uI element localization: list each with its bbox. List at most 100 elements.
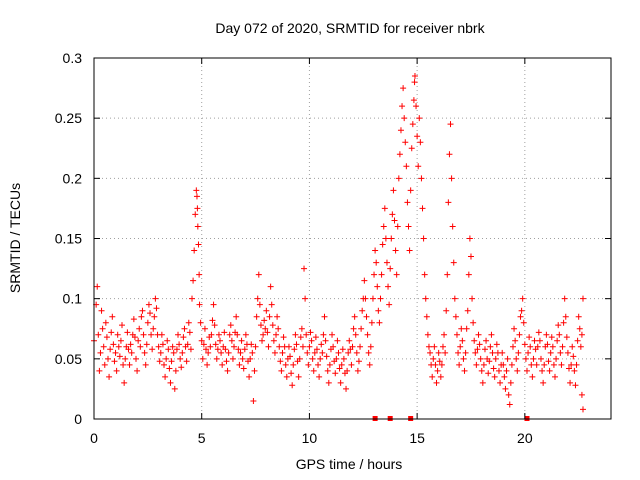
data-point: [519, 295, 526, 302]
data-point: [477, 355, 484, 362]
data-point: [225, 349, 232, 356]
data-point: [388, 235, 395, 242]
data-point: [268, 301, 275, 308]
data-point: [372, 247, 379, 254]
data-point: [404, 199, 411, 206]
data-point: [274, 313, 281, 320]
data-point: [179, 349, 186, 356]
data-point: [374, 283, 381, 290]
data-point: [446, 151, 453, 158]
data-point: [520, 319, 527, 326]
data-point: [479, 379, 486, 386]
data-point: [97, 349, 104, 356]
data-point: [337, 379, 344, 386]
data-point: [516, 331, 523, 338]
data-point: [161, 361, 168, 368]
data-point: [192, 211, 199, 218]
data-point: [224, 367, 231, 374]
data-point: [102, 319, 109, 326]
data-point: [280, 334, 287, 341]
data-point: [237, 349, 244, 356]
data-point: [238, 337, 245, 344]
data-point: [557, 349, 564, 356]
data-point: [330, 343, 337, 350]
data-point: [155, 343, 162, 350]
data-point: [187, 346, 194, 353]
data-point: [260, 331, 267, 338]
data-point: [502, 385, 509, 392]
data-point: [377, 295, 384, 302]
data-point: [408, 145, 415, 152]
data-point: [299, 343, 306, 350]
data-point: [321, 313, 328, 320]
data-point: [460, 355, 467, 362]
data-point: [495, 367, 502, 374]
data-point: [534, 343, 541, 350]
data-point: [521, 341, 528, 348]
data-point: [379, 241, 386, 248]
data-point: [199, 355, 206, 362]
data-point: [338, 361, 345, 368]
data-point: [517, 313, 524, 320]
data-point: [483, 337, 490, 344]
data-point: [546, 367, 553, 374]
data-point: [125, 346, 132, 353]
data-point: [464, 307, 471, 314]
data-point: [227, 322, 234, 329]
data-point: [165, 346, 172, 353]
data-point: [121, 379, 128, 386]
y-tick-label: 0: [74, 411, 82, 427]
data-point: [282, 361, 289, 368]
data-point: [236, 361, 243, 368]
data-point: [120, 361, 127, 368]
data-point: [271, 349, 278, 356]
data-point: [152, 295, 159, 302]
data-point: [352, 331, 359, 338]
data-point: [339, 346, 346, 353]
data-point: [506, 401, 513, 408]
data-point: [307, 329, 314, 336]
data-point: [456, 361, 463, 368]
data-point: [514, 367, 521, 374]
data-point: [293, 341, 300, 348]
data-point: [141, 349, 148, 356]
data-point: [419, 205, 426, 212]
data-point: [317, 355, 324, 362]
data-point: [308, 337, 315, 344]
data-point: [445, 199, 452, 206]
data-point: [425, 343, 432, 350]
data-point: [191, 247, 198, 254]
data-point: [265, 343, 272, 350]
data-point: [444, 271, 451, 278]
data-point: [515, 349, 522, 356]
data-point: [144, 319, 151, 326]
data-point: [142, 361, 149, 368]
data-point: [558, 361, 565, 368]
data-point: [170, 349, 177, 356]
data-point: [203, 346, 210, 353]
data-point: [195, 241, 202, 248]
data-points: [91, 73, 586, 413]
data-point: [411, 73, 418, 80]
data-point: [171, 385, 178, 392]
data-point: [403, 163, 410, 170]
data-point: [509, 343, 516, 350]
data-point: [418, 175, 425, 182]
data-point: [346, 337, 353, 344]
data-point: [549, 343, 556, 350]
data-point: [569, 343, 576, 350]
data-point: [395, 175, 402, 182]
data-point: [242, 331, 249, 338]
data-point: [255, 271, 262, 278]
data-point: [315, 361, 322, 368]
data-point: [309, 355, 316, 362]
data-point: [197, 319, 204, 326]
data-point: [562, 313, 569, 320]
data-point: [470, 319, 477, 326]
data-point: [357, 343, 364, 350]
data-point: [178, 364, 185, 371]
data-point: [289, 382, 296, 389]
data-point: [554, 337, 561, 344]
data-point: [147, 310, 154, 317]
data-point: [99, 325, 106, 332]
